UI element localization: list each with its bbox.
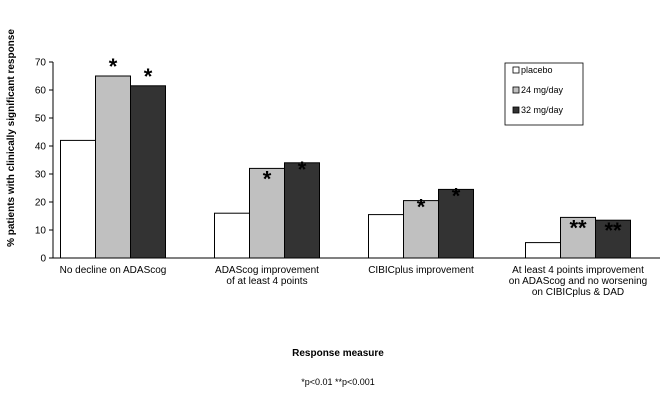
legend: placebo 24 mg/day 32 mg/day bbox=[504, 62, 584, 126]
bar-32-mg-day-3 bbox=[595, 219, 631, 259]
significance-marker: ** bbox=[569, 215, 587, 240]
legend-swatch bbox=[512, 66, 520, 74]
y-axis-title: % patients with clinically significant r… bbox=[6, 29, 17, 247]
y-tick-label: 20 bbox=[35, 198, 47, 209]
bar-placebo-1 bbox=[214, 212, 250, 259]
legend-swatch bbox=[512, 86, 520, 94]
significance-marker: * bbox=[417, 195, 426, 220]
category-labels: No decline on ADAScog ADAScog improvement… bbox=[60, 265, 648, 298]
legend-label: 32 mg/day bbox=[521, 105, 564, 115]
bar-32-mg-day-0 bbox=[130, 85, 166, 259]
y-tick-label: 30 bbox=[35, 170, 47, 181]
y-tick-label: 40 bbox=[35, 142, 47, 153]
y-tick-label: 60 bbox=[35, 86, 47, 97]
bar-placebo-0 bbox=[60, 139, 96, 259]
category-label: CIBICplus improvement bbox=[368, 265, 474, 276]
legend-label: 24 mg/day bbox=[521, 85, 564, 95]
bar-32-mg-day-2 bbox=[438, 188, 474, 259]
y-tick-label: 0 bbox=[40, 254, 46, 265]
y-tick-label: 70 bbox=[35, 58, 47, 69]
significance-marker: * bbox=[109, 54, 118, 79]
y-tick-label: 10 bbox=[35, 226, 47, 237]
significance-marker: ** bbox=[604, 218, 622, 243]
legend-label: placebo bbox=[521, 65, 553, 75]
bar-placebo-3 bbox=[525, 242, 561, 259]
category-label: At least 4 points improvement bbox=[512, 265, 644, 276]
category-label: of at least 4 points bbox=[226, 276, 307, 287]
category-label: No decline on ADAScog bbox=[60, 265, 167, 276]
bar-24-mg-day-0 bbox=[95, 75, 131, 259]
category-label: on ADAScog and no worsening bbox=[509, 276, 647, 287]
category-label: ADAScog improvement bbox=[215, 265, 319, 276]
footnote: *p<0.01 **p<0.001 bbox=[301, 377, 375, 387]
bar-32-mg-day-1 bbox=[284, 162, 320, 259]
significance-marker: * bbox=[452, 183, 461, 208]
significance-markers: * ** ** *** ** bbox=[109, 54, 622, 243]
significance-marker: * bbox=[298, 157, 307, 182]
y-tick-label: 50 bbox=[35, 114, 47, 125]
legend-swatch bbox=[512, 106, 520, 114]
category-label: on CIBICplus & DAD bbox=[532, 287, 624, 298]
significance-marker: * bbox=[263, 166, 272, 191]
significance-marker: * bbox=[144, 64, 153, 89]
x-axis-title: Response measure bbox=[292, 348, 384, 359]
bar-24-mg-day-2 bbox=[403, 200, 439, 259]
bar-placebo-2 bbox=[368, 214, 404, 259]
bars bbox=[60, 75, 631, 259]
